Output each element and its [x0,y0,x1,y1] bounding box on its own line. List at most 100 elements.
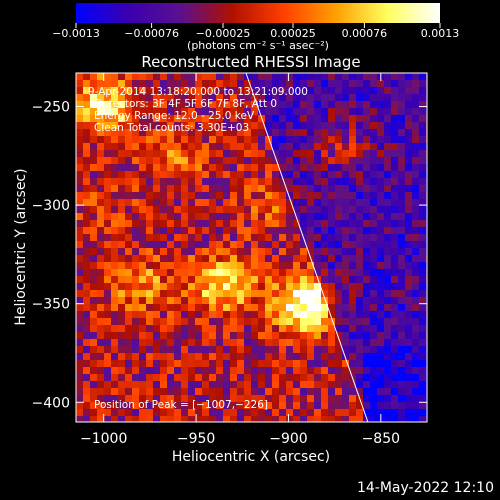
heatmap-cell [97,276,105,284]
heatmap-cell [244,416,252,422]
heatmap-cell [370,101,378,109]
heatmap-cell [125,283,133,291]
heatmap-cell [412,332,420,340]
heatmap-cell [216,409,224,417]
heatmap-cell [167,374,175,382]
heatmap-cell [167,367,175,375]
heatmap-cell [398,185,406,193]
heatmap-cell [188,402,196,410]
heatmap-cell [307,213,315,221]
heatmap-cell [146,297,154,305]
heatmap-cell [328,402,336,410]
heatmap-cell [167,346,175,354]
heatmap-cell [279,248,287,256]
heatmap-cell [244,171,252,179]
heatmap-cell [181,220,189,228]
heatmap-cell [237,402,245,410]
heatmap-cell [104,157,112,165]
heatmap-cell [195,353,203,361]
heatmap-cell [244,234,252,242]
heatmap-cell [328,80,336,88]
heatmap-cell [160,178,168,186]
heatmap-cell [83,213,91,221]
heatmap-cell [209,388,217,396]
heatmap-cell [223,248,231,256]
heatmap-cell [104,199,112,207]
heatmap-cell [391,381,399,389]
heatmap-cell [377,87,385,95]
heatmap-cell [321,381,329,389]
heatmap-cell [125,199,133,207]
heatmap-cell [349,304,357,312]
heatmap-cell [398,80,406,88]
heatmap-cell [279,122,287,130]
heatmap-cell [111,129,119,137]
heatmap-cell [384,402,392,410]
heatmap-cell [223,416,231,422]
heatmap-cell [384,297,392,305]
heatmap-cell [97,360,105,368]
heatmap-cell [293,297,301,305]
heatmap-cell [195,276,203,284]
heatmap-cell [370,185,378,193]
heatmap-cell [195,297,203,305]
heatmap-cell [195,171,203,179]
heatmap-cell [104,360,112,368]
heatmap-cell [111,80,119,88]
heatmap-cell [132,241,140,249]
heatmap-cell [153,108,161,116]
heatmap-cell [223,73,231,81]
heatmap-cell [132,73,140,81]
heatmap-cell [153,241,161,249]
heatmap-cell [160,73,168,81]
heatmap-cell [342,80,350,88]
heatmap-cell [419,73,427,81]
heatmap-cell [230,150,238,158]
heatmap-cell [202,80,210,88]
heatmap-cell [90,283,98,291]
heatmap-cell [202,290,210,298]
heatmap-cell [139,374,147,382]
heatmap-cell [279,416,287,422]
heatmap-cell [258,213,266,221]
heatmap-cell [384,234,392,242]
heatmap-cell [139,199,147,207]
heatmap-cell [412,101,420,109]
heatmap-cell [286,101,294,109]
heatmap-cell [384,199,392,207]
heatmap-cell [391,94,399,102]
heatmap-cell [76,136,84,144]
heatmap-cell [230,416,238,422]
heatmap-cell [97,192,105,200]
heatmap-cell [286,234,294,242]
heatmap-cell [370,234,378,242]
heatmap-cell [76,192,84,200]
heatmap-cell [139,136,147,144]
heatmap-cell [111,290,119,298]
heatmap-cell [202,395,210,403]
heatmap-cell [307,101,315,109]
heatmap-cell [111,115,119,123]
heatmap-cell [160,227,168,235]
heatmap-cell [216,360,224,368]
heatmap-cell [167,339,175,347]
heatmap-cell [335,346,343,354]
heatmap-cell [356,360,364,368]
heatmap-cell [314,94,322,102]
heatmap-cell [286,143,294,151]
heatmap-cell [265,409,273,417]
heatmap-cell [370,255,378,263]
heatmap-cell [293,80,301,88]
heatmap-cell [293,409,301,417]
heatmap-cell [139,381,147,389]
heatmap-cell [349,185,357,193]
heatmap-cell [321,248,329,256]
heatmap-cell [202,185,210,193]
heatmap-cell [293,206,301,214]
heatmap-cell [160,136,168,144]
heatmap-cell [76,388,84,396]
heatmap-cell [377,129,385,137]
heatmap-cell [363,395,371,403]
heatmap-cell [377,178,385,186]
heatmap-cell [125,402,133,410]
